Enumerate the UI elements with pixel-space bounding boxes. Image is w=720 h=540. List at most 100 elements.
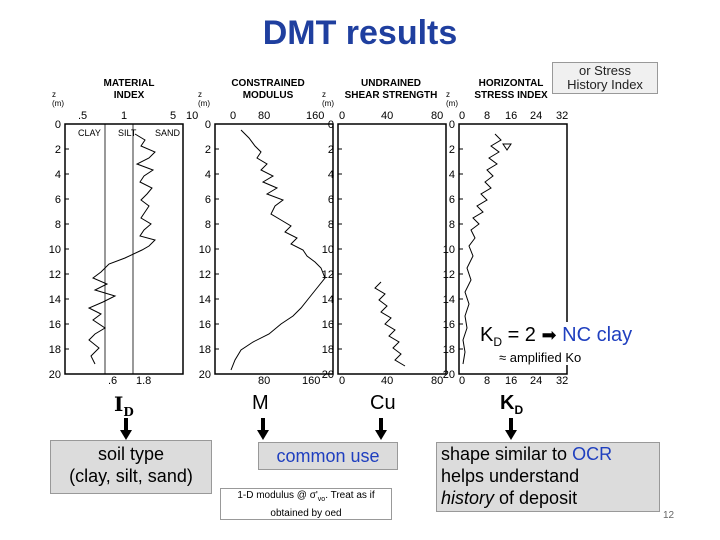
depth-tick-label: 2 [449,144,455,156]
material-index-plot [64,123,184,375]
depth-tick-label: 14 [322,294,334,306]
depth-tick-label: 14 [199,294,211,306]
sand-label: SAND [155,128,181,138]
top-tick: 160 [306,110,325,122]
panel-title-undrained-shear: UNDRAINED SHEAR STRENGTH [344,78,438,101]
nc-label: NC clay [562,324,633,346]
depth-tick-label: 2 [205,144,211,156]
depth-ticks: 0 2 4 6 8 10 12 14 16 18 20 0 2 4 6 8 10 12 14 16 18 20 0 2 4 6 8 1… [49,119,463,381]
depth-tick-label: 20 [322,369,334,381]
ocr-text-a: shape similar to [441,444,573,464]
depth-tick-label: 8 [449,219,455,231]
kd-sub: D [493,335,503,349]
kd-eq: = 2 [502,324,542,346]
top-tick: 0 [230,110,237,122]
oed-line1: 1-D modulus @ σ' [237,490,318,501]
slide-number: 12 [663,510,675,521]
top-tick: 8 [484,110,491,122]
depth-tick-label: 14 [49,294,61,306]
kd-symbol: K [480,324,494,346]
amplified-ko-note: ≈ amplified Ko [497,350,584,365]
depth-tick-label: 0 [449,119,455,131]
depth-tick-label: 12 [199,269,211,281]
depth-tick-label: 12 [49,269,61,281]
z-unit-2: z (m) [198,90,210,108]
kd-symbol-bottom: KD [500,392,523,417]
depth-tick-label: 18 [199,344,211,356]
depth-tick-label: 2 [328,144,334,156]
depth-tick-label: 16 [322,319,334,331]
top-tick: 80 [431,110,444,122]
z-unit-3: z (m) [322,90,334,108]
right-arrow-icon: ➡ [541,325,557,345]
depth-tick-label: 4 [205,169,211,181]
top-tick: .5 [78,110,88,122]
depth-tick-label: 10 [443,244,455,256]
panel-title-horizontal-stress: HORIZONTAL STRESS INDEX [474,78,548,101]
horizontal-stress-profile [462,133,502,365]
constrained-modulus-profile [230,129,326,371]
depth-tick-label: 6 [55,194,61,206]
depth-tick-label: 0 [55,119,61,131]
panel-title-material-index: MATERIAL INDEX [103,78,155,101]
bottom-tick: .6 [108,375,118,387]
down-arrow-icon [120,418,132,440]
down-arrow-icon [257,418,269,440]
stress-history-note: or Stress History Index [552,62,658,94]
depth-tick-label: 20 [49,369,61,381]
oed-sub: vo [317,496,326,503]
top-tick: 10 [186,110,199,122]
common-use-label: common use [276,446,380,466]
depth-tick-label: 8 [55,219,61,231]
undrained-shear-profile [374,281,406,367]
depth-tick-label: 18 [322,344,334,356]
top-tick: 80 [258,110,271,122]
depth-tick-label: 8 [205,219,211,231]
depth-tick-label: 16 [49,319,61,331]
depth-tick-label: 4 [328,169,334,181]
depth-tick-label: 10 [199,244,211,256]
kd-main: K [500,392,515,414]
top-tick: 5 [170,110,177,122]
top-tick: 0 [339,110,346,122]
oed-note-box: 1-D modulus @ σ'vo. Treat as if obtained… [220,488,392,520]
top-tick: 32 [556,110,569,122]
depth-tick-label: 10 [322,244,334,256]
down-arrow-icon [505,418,517,440]
bottom-tick: 16 [505,375,518,387]
panel-title-constrained-modulus: CONSTRAINED MODULUS [231,78,305,101]
oed-line2: . Treat as if obtained by oed [270,490,375,519]
bottom-tick: 24 [530,375,543,387]
ocr-text-b: OCR [572,444,613,464]
bottom-tick: 160 [302,375,321,387]
depth-tick-label: 6 [449,194,455,206]
id-main: I [114,392,124,416]
bottom-tick: 80 [258,375,271,387]
common-use-box: common use [258,442,398,470]
soil-type-box: soil type (clay, silt, sand) [50,440,212,494]
depth-tick-label: 2 [55,144,61,156]
id-symbol: ID [114,392,134,419]
kd-note: KD = 2 ➡ NC clay [476,322,637,351]
depth-tick-label: 20 [443,369,455,381]
depth-tick-label: 16 [443,319,455,331]
depth-tick-label: 4 [449,169,455,181]
m-symbol: M [252,392,269,414]
depth-tick-label: 4 [55,169,61,181]
z-unit-1: z (m) [52,90,64,108]
bottom-tick: 8 [484,375,491,387]
depth-tick-label: 6 [328,194,334,206]
material-index-profile [87,133,156,365]
depth-tick-label: 6 [205,194,211,206]
top-tick: 40 [381,110,394,122]
kd-sub-bottom: D [514,403,524,417]
depth-tick-label: 12 [443,269,455,281]
slide-title: DMT results [262,14,458,52]
ocr-text-c: helps understand [441,466,580,486]
ocr-box: shape similar to OCR helps understand hi… [436,442,660,512]
depth-tick-label: 0 [205,119,211,131]
bottom-tick: 80 [431,375,444,387]
water-table-icon [502,143,512,151]
depth-tick-label: 16 [199,319,211,331]
top-tick: 16 [505,110,518,122]
